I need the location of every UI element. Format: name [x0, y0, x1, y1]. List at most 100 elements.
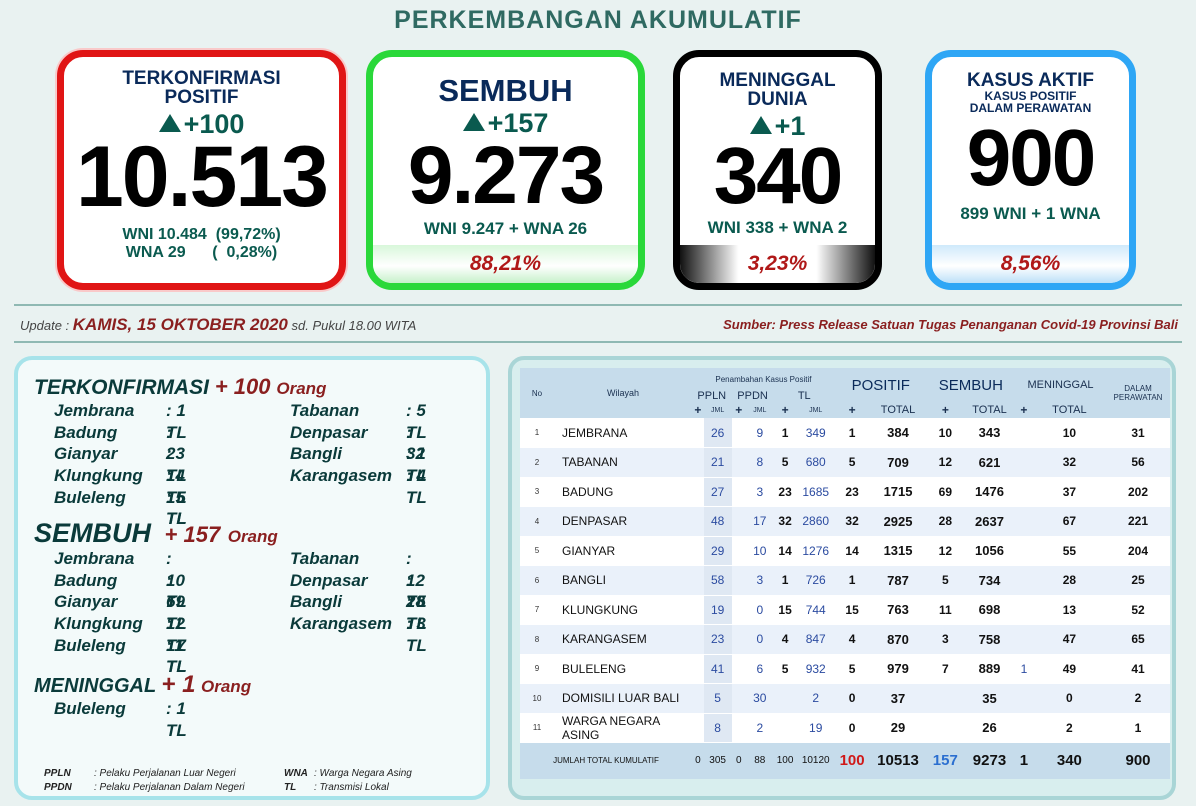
col-total: TOTAL [963, 402, 1016, 418]
card-delta: +100 [64, 109, 339, 140]
divider [14, 341, 1182, 343]
district-table: No Wilayah Penambahan Kasus Positif POSI… [520, 368, 1170, 779]
positif-total: 1315 [869, 536, 927, 566]
district-count: : 1 TL [166, 401, 187, 442]
row-no: 7 [520, 595, 554, 625]
positif-plus: 23 [834, 477, 870, 507]
district-name: Denpasar [290, 570, 368, 590]
kasus-aktif-card: KASUS AKTIF KASUS POSITIF DALAM PERAWATA… [925, 50, 1136, 290]
up-triangle-icon [462, 113, 485, 131]
ppdn-plus [731, 654, 747, 684]
col-sembuh: SEMBUH [926, 368, 1016, 402]
tl-plus: 1 [773, 418, 797, 448]
up-triangle-icon [749, 116, 772, 134]
ppdn-plus [731, 713, 747, 743]
sembuh-plus [926, 713, 964, 743]
positif-plus: 4 [834, 624, 870, 655]
ppln-plus [692, 565, 704, 596]
col-plus: + [692, 402, 704, 418]
col-positif: POSITIF [834, 368, 927, 402]
card-percentage: 88,21% [373, 245, 638, 283]
meninggal-total: 28 [1032, 565, 1106, 596]
ppdn-jml: 30 [746, 683, 774, 714]
row-wilayah: BULELENG [554, 654, 692, 684]
district-count: : 14 TL [166, 444, 187, 507]
positif-total: 10513 [869, 742, 927, 779]
col-plus: + [773, 402, 797, 418]
ppln-jml: 48 [703, 506, 732, 537]
card-value: 9.273 [407, 130, 605, 221]
ppln-plus [692, 477, 704, 507]
ppdn-jml: 0 [746, 595, 774, 625]
meninggal-total: 37 [1032, 477, 1106, 507]
dalam-perawatan: 65 [1106, 624, 1170, 655]
ppdn-jml: 10 [746, 536, 774, 566]
meninggal-total: 10 [1032, 418, 1106, 448]
tl-jml-total: 10120 [796, 742, 835, 779]
ppdn-jml: 2 [746, 713, 774, 743]
row-no: 6 [520, 565, 554, 596]
district-name: Badung [54, 422, 118, 442]
meninggal-plus [1015, 477, 1033, 507]
ppln-plus [692, 418, 704, 448]
ppln-jml: 41 [703, 654, 732, 684]
card-delta: +1 [680, 111, 875, 142]
table-row: 1 JEMBRANA 26 9 1 349 1 384 10 343 10 31 [520, 418, 1170, 448]
card-sub: WNA 29 ( 0,28%) [125, 244, 278, 261]
ppdn-jml: 9 [746, 418, 774, 448]
ppln-jml: 27 [703, 477, 732, 507]
meninggal-plus [1015, 447, 1033, 478]
card-heading: SEMBUH [438, 73, 573, 108]
district-name: Tabanan [290, 401, 360, 420]
meninggal-heading: MENINGGAL + 1 Orang [34, 671, 252, 698]
positif-total: 979 [869, 654, 927, 684]
dalam-perawatan: 221 [1106, 506, 1170, 537]
district-name: Karangasem [290, 614, 393, 634]
update-line: Update : KAMIS, 15 OKTOBER 2020 sd. Puku… [20, 315, 417, 334]
tl-plus: 23 [773, 477, 797, 507]
district-name: Badung [54, 570, 118, 590]
card-percentage: 3,23% [680, 245, 875, 283]
card-sub: WNI 10.484 (99,72%) [122, 226, 281, 243]
card-heading: POSITIF [164, 87, 239, 108]
table-row: 10 DOMISILI LUAR BALI 5 30 2 0 37 35 0 2 [520, 683, 1170, 714]
ppdn-jml: 6 [746, 654, 774, 684]
tl-jml: 1685 [796, 477, 835, 507]
tl-plus: 4 [773, 624, 797, 655]
meninggal-total: 13 [1032, 595, 1106, 625]
row-no: 8 [520, 624, 554, 655]
tl-plus: 5 [773, 447, 797, 478]
sembuh-plus [926, 683, 964, 714]
tl-jml: 2 [796, 683, 835, 714]
legend-row: PPLN: Pelaku Perjalanan Luar Negeri WNA: … [44, 768, 412, 779]
district-count: : 32 TL [406, 422, 427, 486]
positif-total: 763 [869, 595, 927, 625]
positif-plus: 14 [834, 536, 870, 566]
tl-jml: 349 [796, 418, 835, 448]
row-no: 11 [520, 713, 554, 743]
card-heading: KASUS AKTIF [966, 70, 1095, 91]
sembuh-plus: 11 [926, 595, 964, 625]
row-wilayah: TABANAN [554, 447, 692, 478]
tl-plus: 14 [773, 536, 797, 566]
ppln-plus [692, 624, 704, 655]
ppdn-plus [731, 565, 747, 596]
sembuh-total: 26 [963, 713, 1016, 743]
col-plus: + [1015, 402, 1033, 418]
district-name: Bangli [290, 444, 342, 464]
card-delta: +157 [373, 108, 638, 139]
terkonfirmasi-heading: TERKONFIRMASI + 100 Orang [34, 374, 327, 399]
sembuh-total: 734 [963, 565, 1016, 596]
ppln-jml: 29 [703, 536, 732, 566]
district-count: : 4 TL [406, 466, 427, 507]
row-wilayah: DENPASAR [554, 506, 692, 537]
meninggal-plus [1015, 506, 1033, 537]
meninggal-total: 49 [1032, 654, 1106, 684]
col-plus: + [834, 402, 870, 418]
positif-total: 37 [869, 683, 927, 714]
ppln-jml: 21 [703, 447, 732, 478]
ppln-jml: 26 [703, 418, 732, 448]
sembuh-total: 698 [963, 595, 1016, 625]
row-wilayah: KARANGASEM [554, 624, 692, 655]
dalam-perawatan: 204 [1106, 536, 1170, 566]
